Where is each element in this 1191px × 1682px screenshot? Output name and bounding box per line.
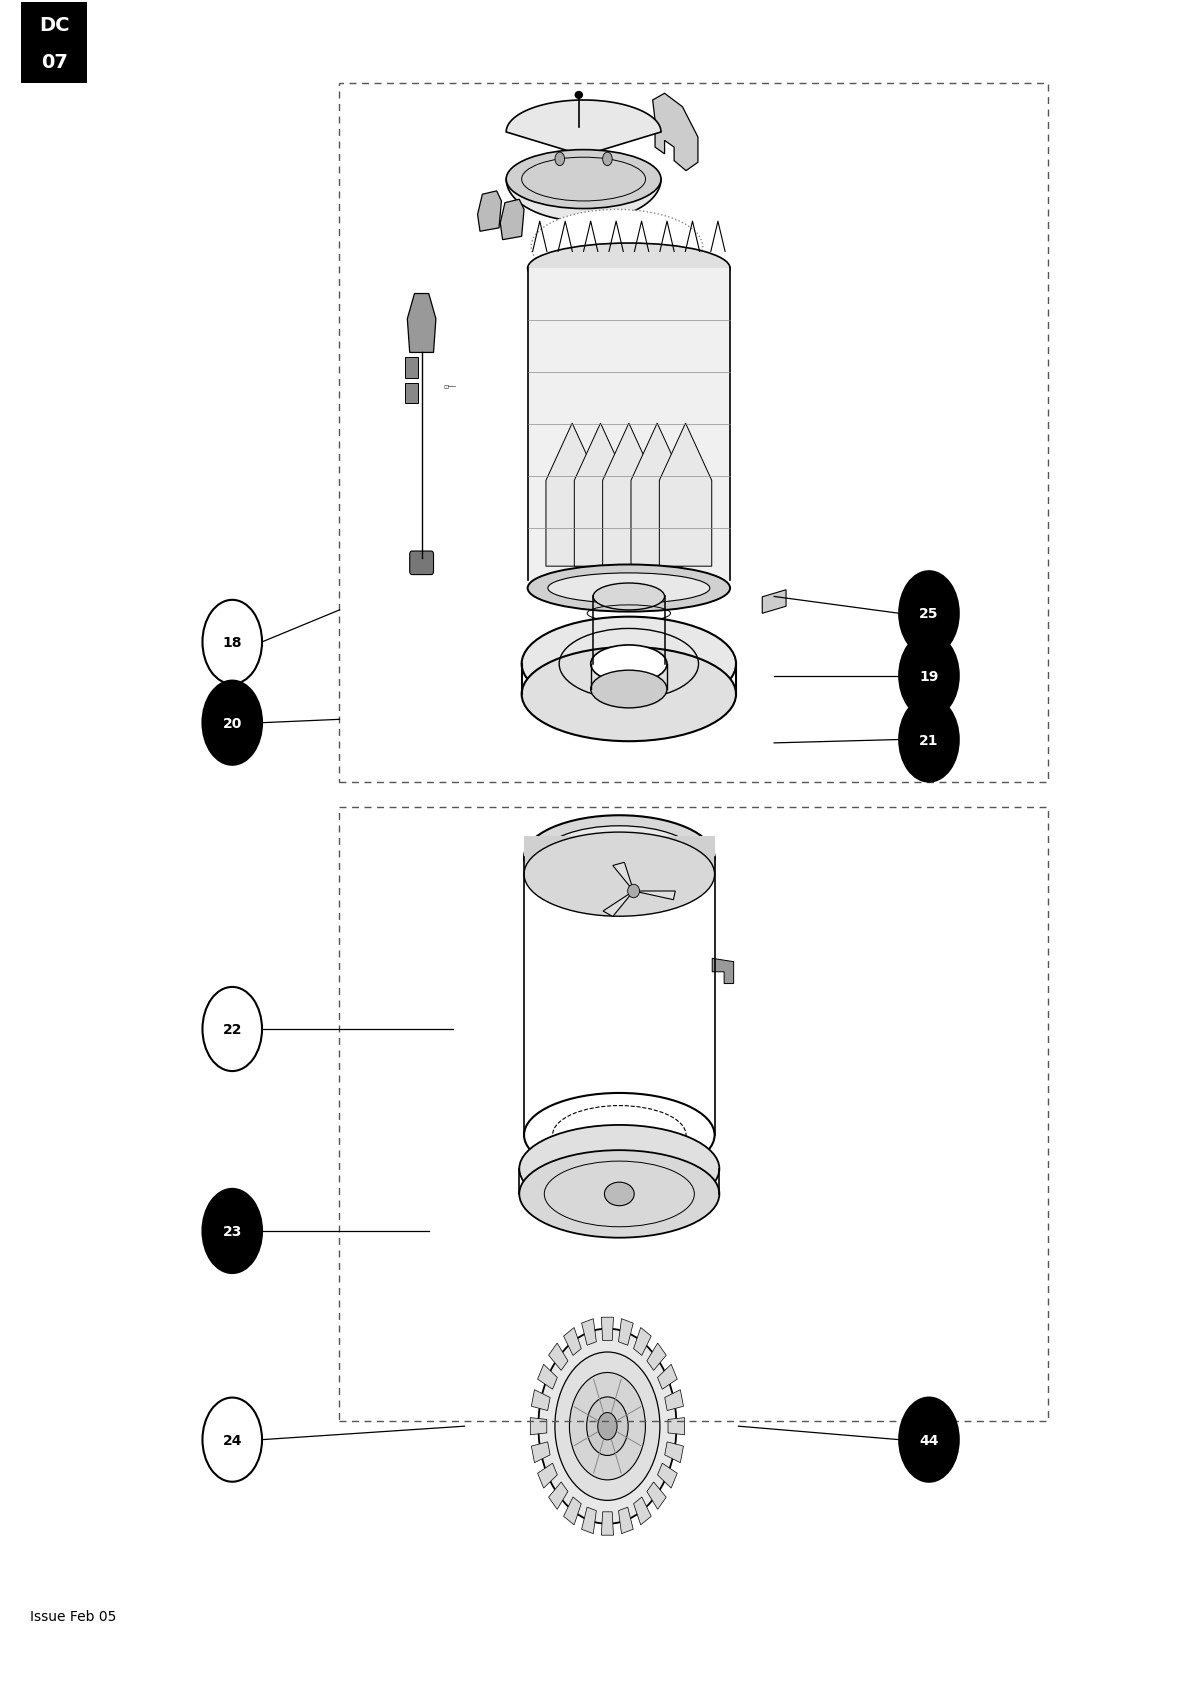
Ellipse shape — [524, 816, 715, 900]
Ellipse shape — [522, 617, 736, 711]
Polygon shape — [631, 424, 684, 567]
Polygon shape — [618, 1507, 634, 1534]
Polygon shape — [530, 1418, 547, 1435]
Polygon shape — [603, 891, 634, 917]
Polygon shape — [545, 424, 598, 567]
Circle shape — [569, 1373, 646, 1480]
Polygon shape — [634, 1497, 651, 1526]
Bar — [21, 3, 87, 84]
Ellipse shape — [531, 210, 703, 284]
Circle shape — [202, 1189, 262, 1273]
Circle shape — [202, 1398, 262, 1482]
Polygon shape — [660, 424, 712, 567]
Circle shape — [587, 1398, 628, 1455]
Bar — [339, 807, 1048, 1421]
Text: 20: 20 — [223, 717, 242, 730]
Polygon shape — [581, 1507, 597, 1534]
Polygon shape — [657, 1463, 678, 1489]
Text: Issue Feb 05: Issue Feb 05 — [30, 1610, 117, 1623]
Text: 24: 24 — [223, 1433, 242, 1447]
Bar — [528, 269, 730, 580]
Polygon shape — [601, 1317, 613, 1341]
Ellipse shape — [575, 93, 582, 99]
Polygon shape — [563, 1497, 581, 1526]
Polygon shape — [407, 294, 436, 353]
Text: 23: 23 — [223, 1224, 242, 1238]
Polygon shape — [549, 1482, 568, 1509]
Polygon shape — [712, 959, 734, 984]
Circle shape — [899, 634, 959, 718]
Circle shape — [538, 1329, 676, 1524]
Polygon shape — [647, 1482, 666, 1509]
Polygon shape — [668, 1418, 685, 1435]
Polygon shape — [531, 1441, 550, 1463]
Polygon shape — [537, 1463, 557, 1489]
Ellipse shape — [528, 244, 730, 294]
Ellipse shape — [524, 833, 715, 917]
Polygon shape — [549, 1344, 568, 1371]
Polygon shape — [653, 94, 698, 172]
Text: 44: 44 — [919, 1433, 939, 1447]
Ellipse shape — [548, 574, 710, 604]
Ellipse shape — [519, 1125, 719, 1213]
Ellipse shape — [593, 651, 665, 678]
Polygon shape — [665, 1389, 684, 1411]
Polygon shape — [563, 1327, 581, 1356]
Polygon shape — [574, 424, 626, 567]
Polygon shape — [613, 863, 634, 891]
Ellipse shape — [524, 1093, 715, 1177]
Circle shape — [202, 600, 262, 685]
Polygon shape — [647, 1344, 666, 1371]
Circle shape — [899, 572, 959, 656]
Polygon shape — [634, 891, 675, 900]
Text: 25: 25 — [919, 607, 939, 621]
FancyBboxPatch shape — [405, 383, 418, 404]
Text: ⊡──: ⊡── — [443, 385, 456, 389]
Polygon shape — [506, 101, 661, 222]
Circle shape — [899, 698, 959, 782]
Circle shape — [555, 153, 565, 167]
Ellipse shape — [519, 1150, 719, 1238]
Polygon shape — [581, 1319, 597, 1346]
Polygon shape — [500, 200, 524, 241]
Text: DC: DC — [39, 15, 69, 35]
Circle shape — [202, 681, 262, 765]
Polygon shape — [478, 192, 501, 232]
Ellipse shape — [528, 565, 730, 612]
Text: 21: 21 — [919, 733, 939, 747]
Polygon shape — [601, 1512, 613, 1536]
Polygon shape — [665, 1441, 684, 1463]
Polygon shape — [762, 590, 786, 614]
Bar — [339, 84, 1048, 782]
Text: 22: 22 — [223, 1023, 242, 1036]
Text: 19: 19 — [919, 669, 939, 683]
Ellipse shape — [541, 826, 698, 890]
Bar — [524, 838, 715, 880]
Polygon shape — [537, 1364, 557, 1389]
Polygon shape — [634, 1327, 651, 1356]
Polygon shape — [603, 424, 655, 567]
FancyBboxPatch shape — [410, 552, 434, 575]
Polygon shape — [618, 1319, 634, 1346]
Polygon shape — [657, 1364, 678, 1389]
Ellipse shape — [591, 671, 667, 708]
Polygon shape — [531, 1389, 550, 1411]
Circle shape — [899, 1398, 959, 1482]
Circle shape — [202, 987, 262, 1071]
Circle shape — [603, 153, 612, 167]
Ellipse shape — [591, 646, 667, 683]
FancyBboxPatch shape — [405, 358, 418, 378]
Ellipse shape — [604, 1182, 635, 1206]
Ellipse shape — [506, 150, 661, 210]
Text: 07: 07 — [40, 52, 68, 72]
Text: 18: 18 — [223, 636, 242, 649]
Ellipse shape — [628, 885, 640, 898]
Circle shape — [598, 1413, 617, 1440]
Circle shape — [555, 1352, 660, 1500]
Ellipse shape — [593, 584, 665, 611]
Ellipse shape — [522, 648, 736, 742]
